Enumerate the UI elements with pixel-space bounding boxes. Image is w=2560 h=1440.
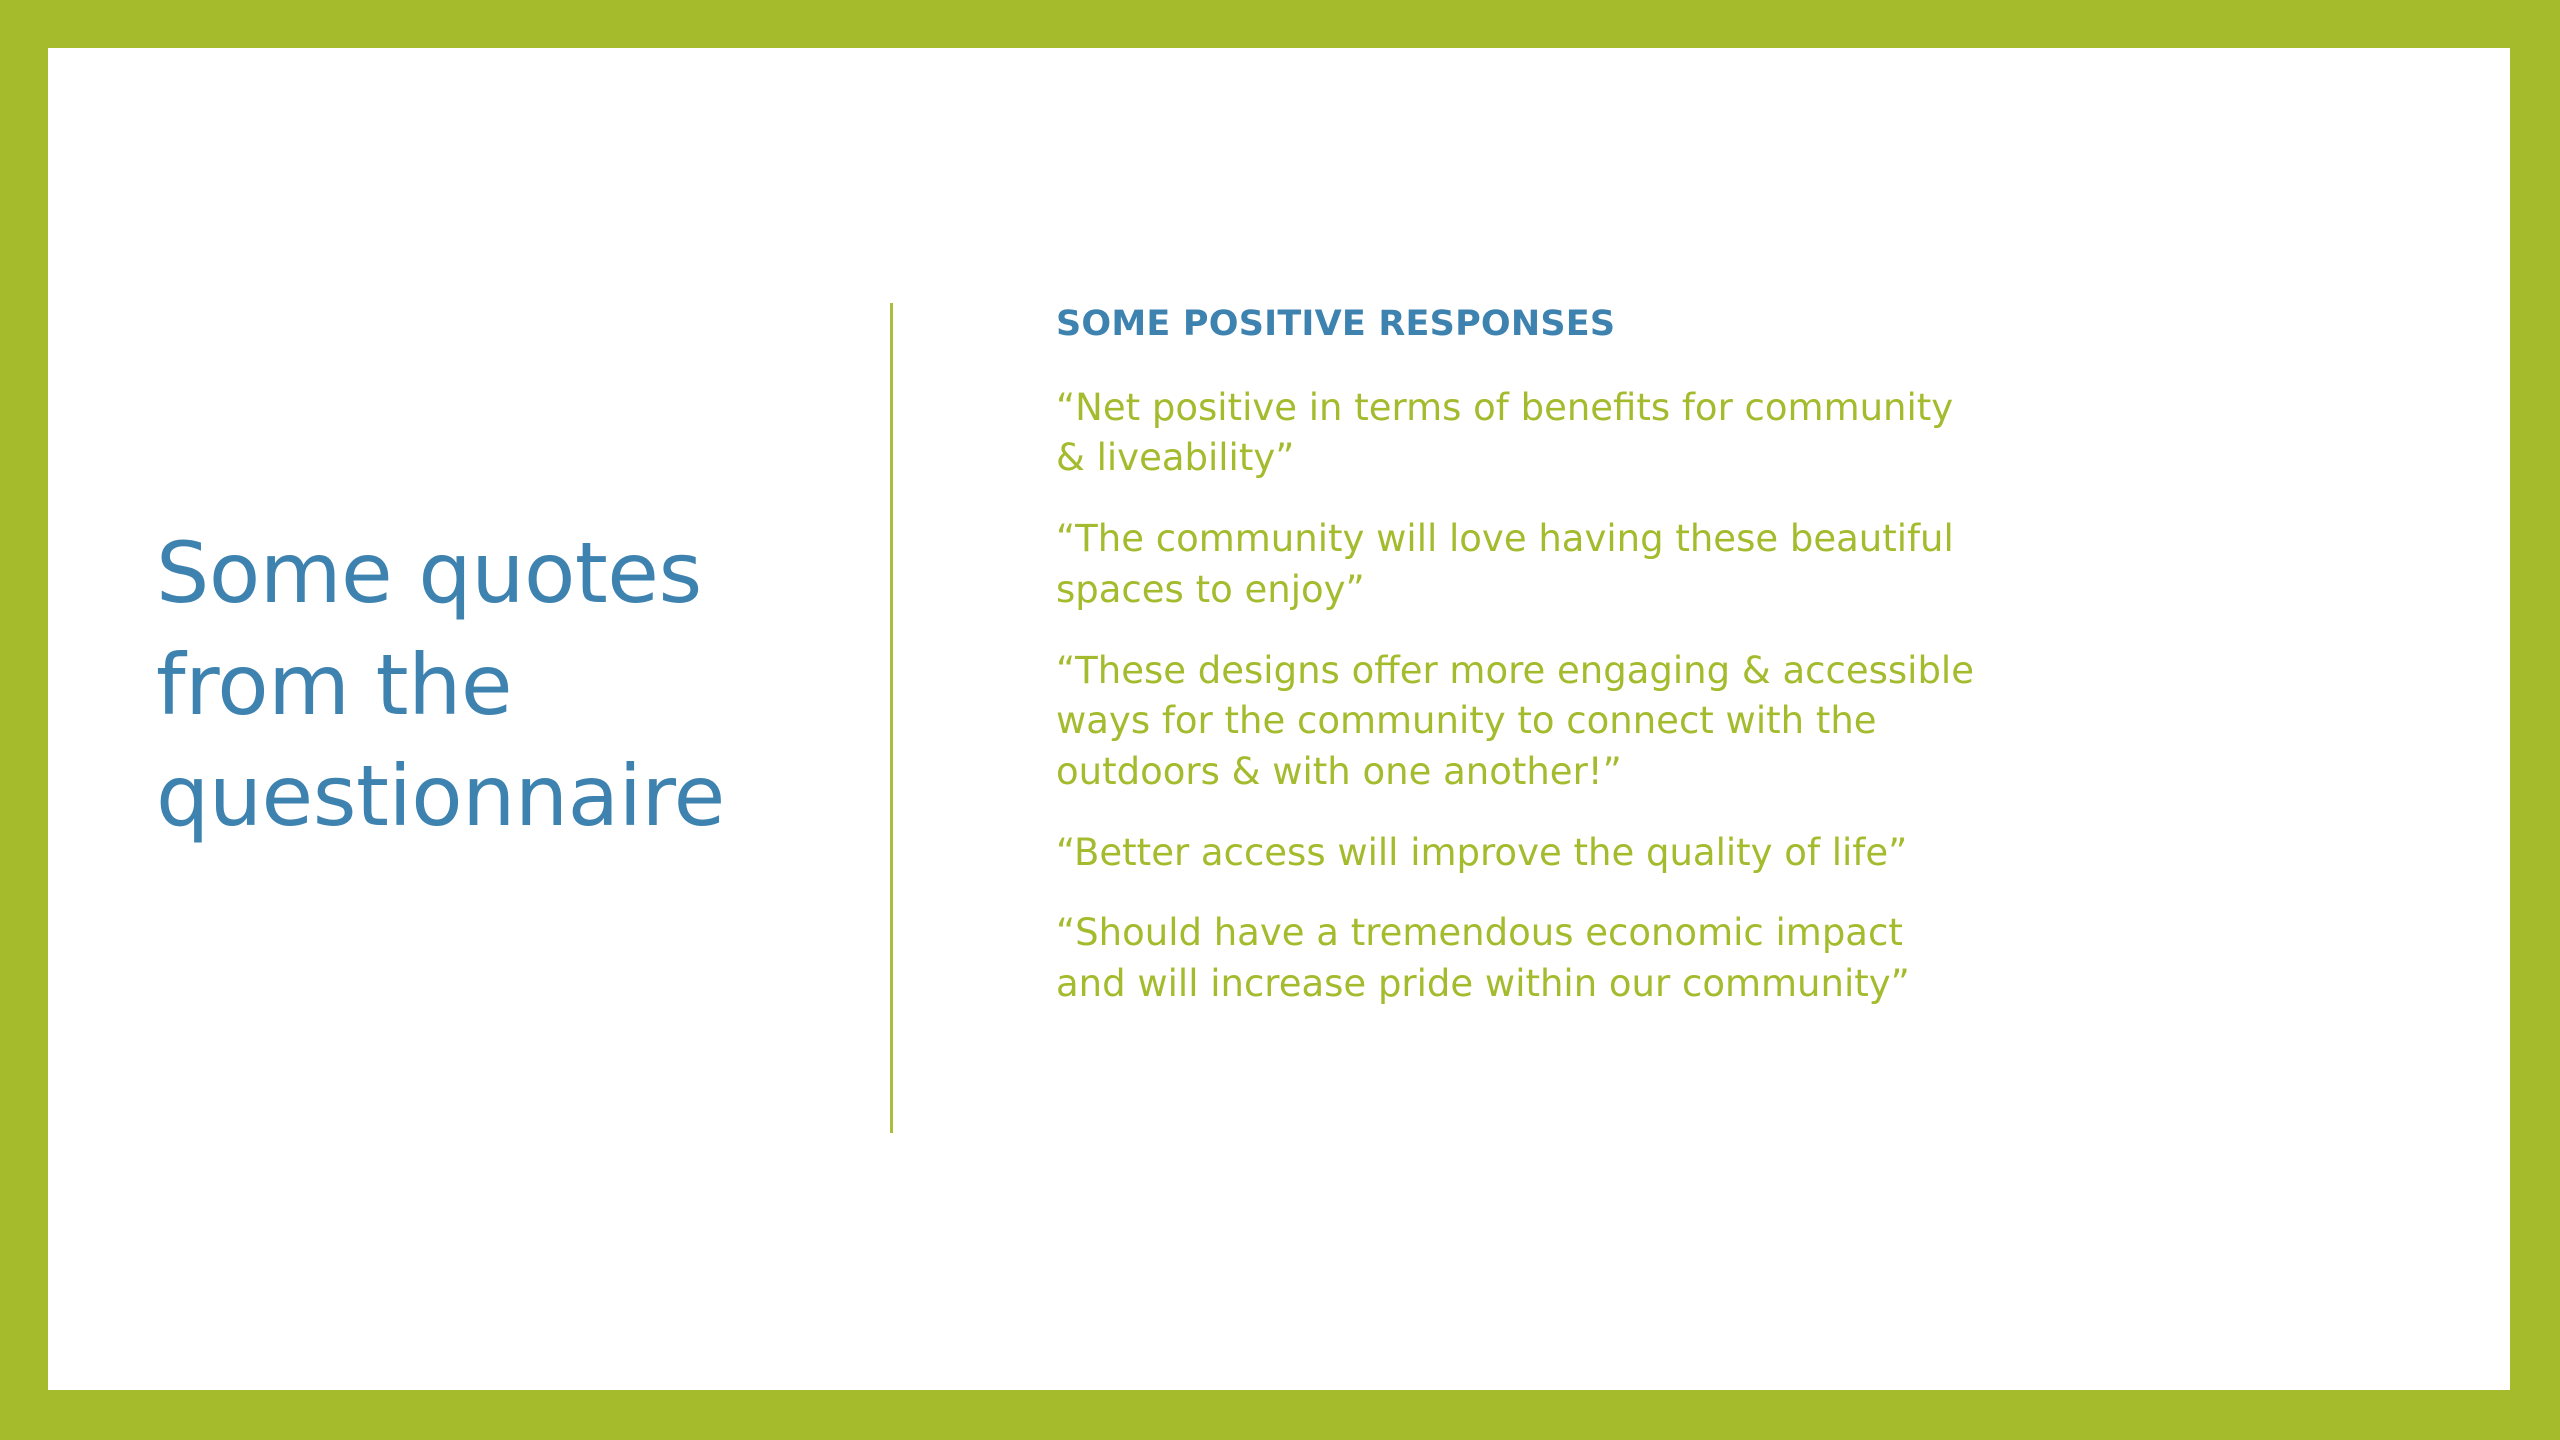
list-item: “Should have a tremendous economic impac…: [1056, 911, 1910, 1005]
page-title: Some quotes from the questionnaire: [156, 524, 725, 846]
title-block: Some quotes from the questionnaire: [156, 518, 856, 853]
vertical-divider: [890, 303, 893, 1133]
list-item: “Net positive in terms of benefits for c…: [1056, 385, 1954, 480]
quote-list: “Net positive in terms of benefits for c…: [1056, 383, 2176, 1010]
list-item: “The community will love having these be…: [1056, 517, 1954, 611]
slide-canvas: Some quotes from the questionnaire SOME …: [48, 48, 2510, 1390]
list-item: “Better access will improve the quality …: [1056, 830, 1908, 874]
content-heading: SOME POSITIVE RESPONSES: [1056, 304, 1616, 344]
list-item: “These designs offer more engaging & acc…: [1056, 648, 1974, 793]
content-block: SOME POSITIVE RESPONSES “Net positive in…: [1056, 303, 2176, 1010]
